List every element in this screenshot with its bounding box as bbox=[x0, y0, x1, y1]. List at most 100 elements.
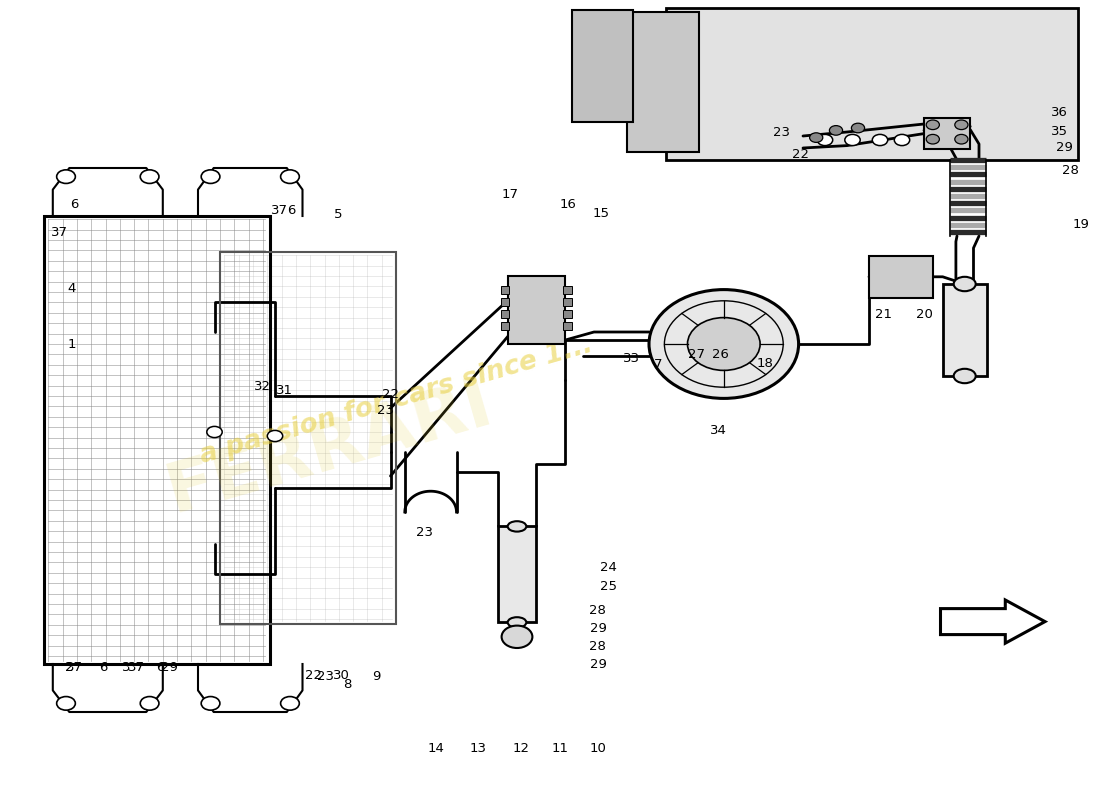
Text: 1: 1 bbox=[67, 338, 76, 350]
Circle shape bbox=[280, 170, 299, 183]
Circle shape bbox=[851, 123, 865, 133]
Text: 24: 24 bbox=[600, 561, 617, 574]
Circle shape bbox=[141, 697, 160, 710]
Circle shape bbox=[649, 290, 799, 398]
Text: 10: 10 bbox=[590, 742, 607, 755]
Text: 16: 16 bbox=[559, 198, 576, 210]
Text: 22: 22 bbox=[305, 669, 322, 682]
Text: 4: 4 bbox=[67, 282, 76, 294]
Text: 6: 6 bbox=[156, 661, 165, 674]
Text: 34: 34 bbox=[710, 424, 727, 437]
Text: 33: 33 bbox=[623, 352, 640, 365]
Circle shape bbox=[872, 134, 888, 146]
Text: 37: 37 bbox=[271, 204, 288, 217]
Text: 14: 14 bbox=[427, 742, 444, 755]
Bar bbox=[44, 216, 270, 664]
Text: FERRARI: FERRARI bbox=[160, 370, 501, 526]
Text: 31: 31 bbox=[276, 384, 294, 397]
Bar bbox=[508, 276, 565, 344]
Text: 8: 8 bbox=[343, 678, 352, 691]
Text: 9: 9 bbox=[372, 670, 381, 682]
Text: 25: 25 bbox=[600, 580, 617, 593]
Bar bbox=[943, 284, 987, 376]
Circle shape bbox=[955, 134, 968, 144]
Circle shape bbox=[845, 134, 860, 146]
Text: 23: 23 bbox=[772, 126, 790, 139]
Text: 37: 37 bbox=[128, 661, 145, 674]
Text: 20: 20 bbox=[915, 308, 933, 321]
Text: 37: 37 bbox=[66, 661, 84, 674]
Text: 3: 3 bbox=[122, 661, 131, 674]
Bar bbox=[563, 322, 572, 330]
Circle shape bbox=[201, 697, 220, 710]
Text: 21: 21 bbox=[874, 308, 892, 321]
Circle shape bbox=[207, 426, 222, 438]
Text: 32: 32 bbox=[254, 380, 272, 393]
Circle shape bbox=[955, 120, 968, 130]
Bar bbox=[500, 298, 509, 306]
Text: 36: 36 bbox=[1050, 106, 1068, 118]
Text: a passion for cars since 1...: a passion for cars since 1... bbox=[197, 331, 595, 469]
Bar bbox=[498, 526, 536, 622]
Text: 5: 5 bbox=[333, 208, 342, 221]
Text: 6: 6 bbox=[287, 204, 296, 217]
Bar bbox=[220, 252, 396, 624]
Bar bbox=[666, 8, 1078, 160]
Text: 28: 28 bbox=[588, 604, 606, 617]
Circle shape bbox=[829, 126, 843, 135]
Ellipse shape bbox=[954, 277, 976, 291]
Circle shape bbox=[926, 120, 939, 130]
Bar bbox=[500, 310, 509, 318]
Circle shape bbox=[201, 170, 220, 183]
Circle shape bbox=[57, 697, 75, 710]
Text: 23: 23 bbox=[416, 526, 433, 538]
Circle shape bbox=[817, 134, 833, 146]
Circle shape bbox=[280, 697, 299, 710]
Circle shape bbox=[688, 318, 760, 370]
Text: 26: 26 bbox=[712, 348, 729, 361]
Text: 37: 37 bbox=[51, 226, 68, 238]
Text: 28: 28 bbox=[588, 640, 606, 653]
Text: 27: 27 bbox=[688, 348, 705, 361]
Polygon shape bbox=[940, 600, 1045, 643]
Text: 29: 29 bbox=[590, 622, 607, 634]
Text: 28: 28 bbox=[1062, 164, 1079, 177]
Text: 6: 6 bbox=[70, 198, 79, 210]
Bar bbox=[500, 286, 509, 294]
Bar bbox=[563, 310, 572, 318]
Text: 30: 30 bbox=[332, 669, 350, 682]
Text: 22: 22 bbox=[382, 388, 399, 401]
Bar bbox=[500, 322, 509, 330]
Text: 17: 17 bbox=[502, 188, 519, 201]
Text: 29: 29 bbox=[590, 658, 607, 670]
Ellipse shape bbox=[954, 369, 976, 383]
Text: 15: 15 bbox=[592, 207, 609, 220]
Circle shape bbox=[267, 430, 283, 442]
Text: 2: 2 bbox=[65, 661, 74, 674]
Circle shape bbox=[141, 170, 160, 183]
Text: 35: 35 bbox=[1050, 125, 1068, 138]
Text: 23: 23 bbox=[317, 670, 334, 682]
Ellipse shape bbox=[507, 522, 527, 531]
Text: 19: 19 bbox=[1072, 218, 1090, 230]
Text: 11: 11 bbox=[551, 742, 569, 755]
Circle shape bbox=[57, 170, 75, 183]
Text: 7: 7 bbox=[653, 358, 662, 370]
Ellipse shape bbox=[507, 618, 527, 627]
Circle shape bbox=[810, 133, 823, 142]
Text: 29: 29 bbox=[161, 661, 178, 674]
Text: 23: 23 bbox=[376, 404, 394, 417]
Circle shape bbox=[926, 134, 939, 144]
Circle shape bbox=[894, 134, 910, 146]
Text: 22: 22 bbox=[792, 148, 810, 161]
Bar bbox=[572, 10, 632, 122]
Text: 13: 13 bbox=[470, 742, 487, 755]
Bar bbox=[627, 12, 698, 152]
Bar bbox=[924, 118, 970, 149]
Text: 29: 29 bbox=[1056, 141, 1074, 154]
Bar bbox=[563, 286, 572, 294]
Text: 6: 6 bbox=[99, 661, 108, 674]
Bar bbox=[563, 298, 572, 306]
Text: 18: 18 bbox=[756, 357, 773, 370]
Bar bbox=[869, 256, 933, 298]
